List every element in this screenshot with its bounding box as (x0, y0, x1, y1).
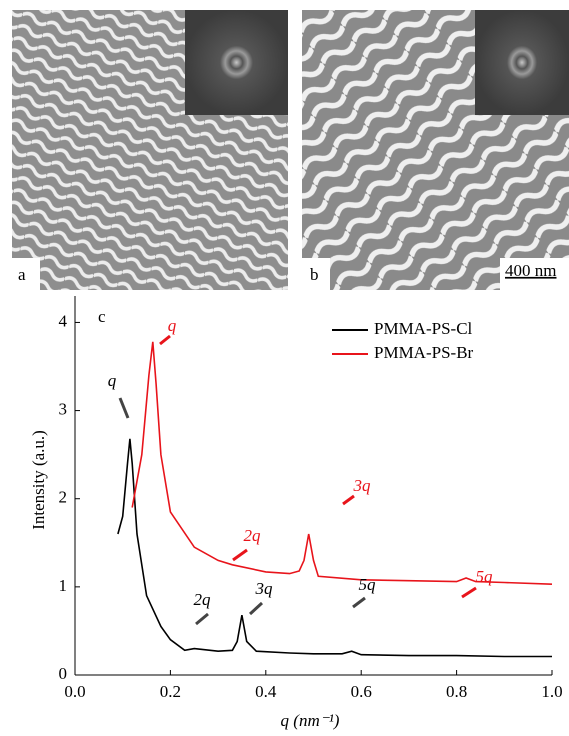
x-axis-label: q (nm⁻¹) (281, 711, 340, 730)
label-box (500, 258, 569, 290)
annotation-arrow (352, 596, 366, 609)
annotation-arrow (461, 586, 477, 599)
annotation-arrow (232, 548, 248, 562)
annotation-arrow (342, 494, 355, 506)
legend-label: PMMA-PS-Cl (374, 319, 473, 338)
panel-label: b (310, 265, 319, 284)
series-line (117, 438, 552, 658)
y-tick-label: 0 (59, 664, 68, 683)
annotation: 2q (244, 526, 262, 545)
annotation: 5q (359, 575, 377, 594)
y-axis-label: Intensity (a.u.) (29, 430, 48, 530)
annotation: 3q (353, 476, 372, 495)
series-line (131, 341, 553, 585)
annotation: 2q (194, 590, 212, 609)
label-box (302, 258, 330, 290)
x-tick-label: 0.6 (351, 682, 372, 701)
scale-bar: 400 nm (505, 261, 556, 280)
x-tick-label: 0.0 (64, 682, 85, 701)
annotation-arrow (248, 601, 264, 616)
x-tick-label: 0.8 (446, 682, 467, 701)
y-tick-label: 1 (59, 576, 68, 595)
panel-label: c (98, 307, 106, 326)
annotation-arrow (118, 397, 130, 419)
annotation: 5q (476, 567, 494, 586)
inset-a (185, 10, 288, 115)
y-tick-label: 3 (59, 399, 68, 418)
y-tick-label: 2 (59, 488, 68, 507)
annotation-arrow (159, 334, 171, 346)
panel-label: a (18, 265, 26, 284)
x-tick-label: 1.0 (541, 682, 562, 701)
annotation: 3q (255, 579, 274, 598)
x-tick-label: 0.4 (255, 682, 277, 701)
label-box (12, 258, 40, 290)
y-tick-label: 4 (59, 311, 68, 330)
annotation: q (168, 316, 177, 335)
annotation-arrow (195, 612, 209, 626)
legend-label: PMMA-PS-Br (374, 343, 474, 362)
inset-b (475, 10, 569, 115)
x-tick-label: 0.2 (160, 682, 181, 701)
annotation: q (108, 371, 117, 390)
